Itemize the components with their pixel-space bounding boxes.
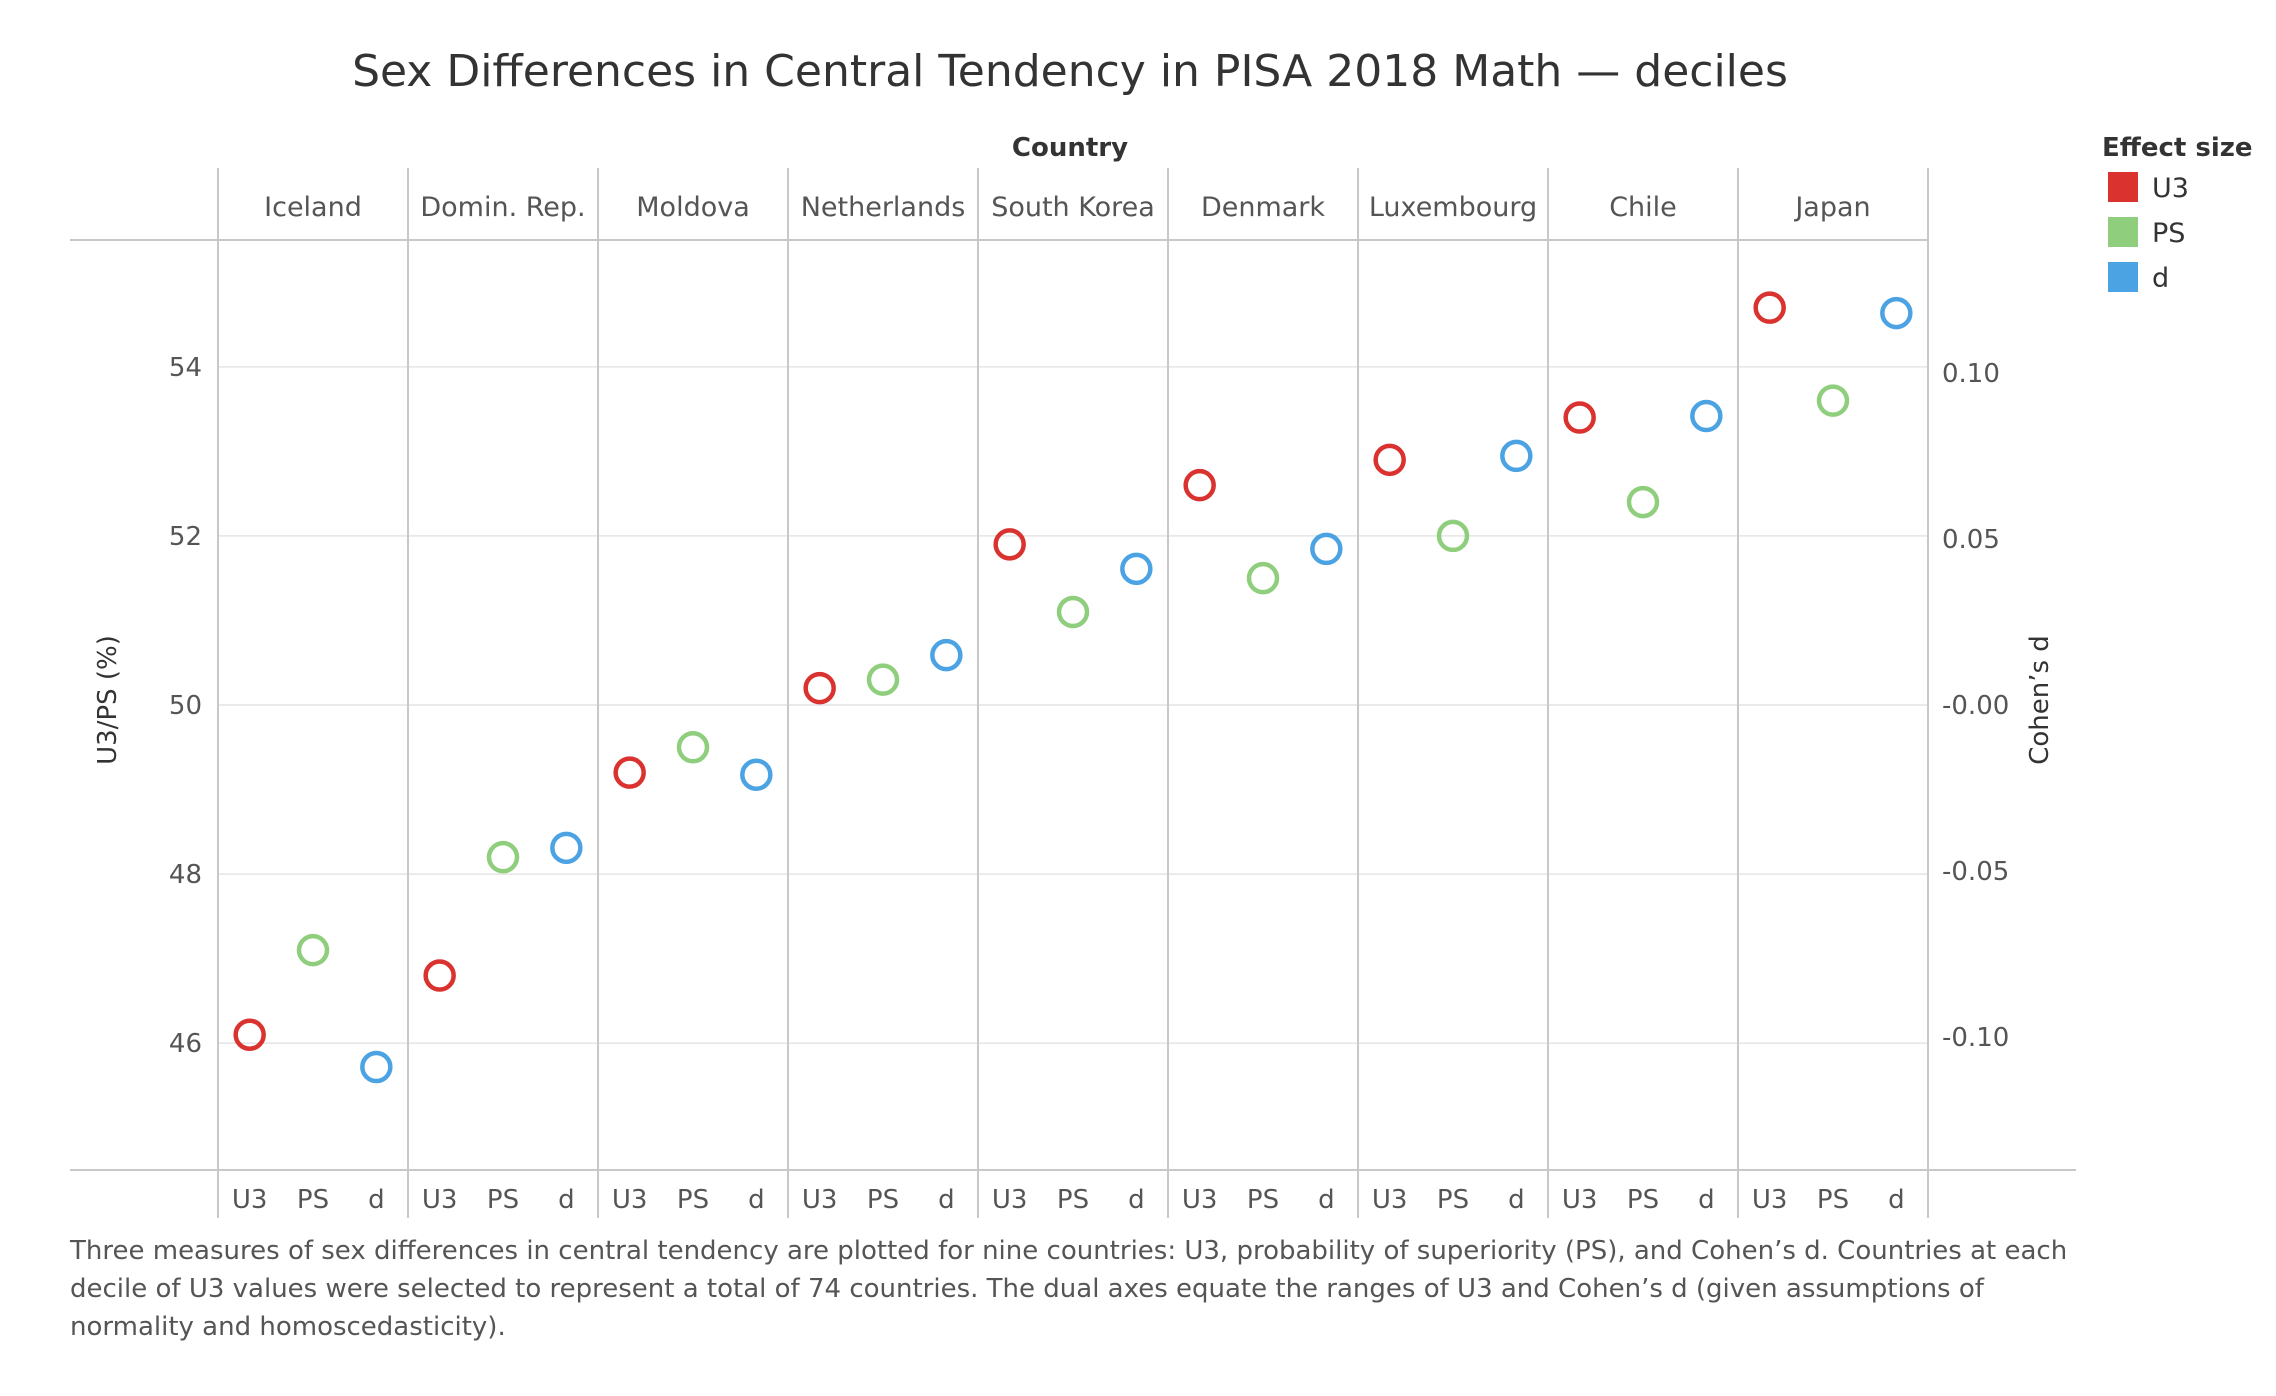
y-tick-left: 50: [169, 691, 202, 721]
data-point-d-japan: [1880, 296, 1913, 330]
x-tick-label: d: [1508, 1185, 1525, 1215]
x-tick-label: PS: [677, 1185, 709, 1215]
legend-swatch: [2108, 262, 2138, 292]
x-tick-label: PS: [867, 1185, 899, 1215]
x-tick-label: U3: [1752, 1185, 1788, 1215]
y-tick-left: 54: [169, 353, 202, 383]
x-tick-label: d: [1888, 1185, 1905, 1215]
x-tick-label: d: [1128, 1185, 1145, 1215]
y-tick-right: 0.05: [1942, 525, 2000, 555]
data-point-ps-netherlands: [866, 663, 900, 696]
y-tick-right: 0.10: [1942, 359, 2000, 389]
y-tick-left: 46: [169, 1029, 202, 1059]
x-tick-label: PS: [1627, 1185, 1659, 1215]
legend-title: Effect size: [2102, 133, 2253, 163]
legend-swatch: [2108, 217, 2138, 247]
data-point-d-netherlands: [930, 638, 963, 672]
data-point-u3-domin-rep-: [423, 959, 456, 992]
x-tick-label: U3: [1372, 1185, 1408, 1215]
data-point-u3-japan: [1753, 291, 1786, 324]
data-point-u3-netherlands: [803, 671, 836, 705]
data-point-d-luxembourg: [1500, 439, 1533, 473]
y-axis-right-label: Cohen’s d: [2025, 635, 2055, 765]
country-header: Iceland: [264, 192, 362, 223]
x-tick-label: PS: [1247, 1185, 1279, 1215]
data-point-d-chile: [1690, 399, 1723, 433]
data-point-ps-moldova: [676, 731, 710, 764]
data-point-ps-luxembourg: [1436, 519, 1470, 553]
legend-label: U3: [2152, 173, 2189, 204]
x-tick-label: PS: [297, 1185, 329, 1215]
data-point-u3-south-korea: [993, 528, 1026, 561]
x-tick-label: PS: [1817, 1185, 1849, 1215]
country-header: Luxembourg: [1369, 192, 1537, 223]
data-point-d-south-korea: [1120, 552, 1153, 586]
x-tick-label: d: [368, 1185, 385, 1215]
x-tick-label: U3: [992, 1185, 1028, 1215]
data-point-ps-chile: [1626, 485, 1660, 519]
legend-label: PS: [2152, 218, 2185, 249]
x-tick-label: U3: [1562, 1185, 1598, 1215]
x-tick-label: U3: [232, 1185, 268, 1215]
x-tick-label: d: [1318, 1185, 1335, 1215]
caption: Three measures of sex differences in cen…: [70, 1236, 2068, 1342]
country-header: Domin. Rep.: [420, 192, 585, 223]
x-tick-label: U3: [802, 1185, 838, 1215]
x-tick-label: PS: [487, 1185, 519, 1215]
data-point-d-iceland: [360, 1050, 393, 1084]
x-tick-label: PS: [1057, 1185, 1089, 1215]
x-tick-label: PS: [1437, 1185, 1469, 1215]
data-point-d-moldova: [740, 758, 773, 791]
column-header: Country: [1012, 133, 1128, 163]
points-layer: [233, 291, 1913, 1084]
y-tick-left: 52: [169, 522, 202, 552]
legend-label: d: [2152, 263, 2169, 294]
y-tick-right: -0.10: [1942, 1023, 2009, 1053]
country-header: Netherlands: [801, 192, 966, 223]
y-tick-right: -0.05: [1942, 857, 2009, 887]
data-point-u3-luxembourg: [1373, 443, 1406, 477]
country-header: Japan: [1793, 192, 1870, 223]
x-tick-label: U3: [1182, 1185, 1218, 1215]
data-point-u3-chile: [1563, 401, 1596, 434]
x-tick-label: U3: [612, 1185, 648, 1215]
x-tick-label: d: [748, 1185, 765, 1215]
x-tick-label: d: [938, 1185, 955, 1215]
data-point-d-denmark: [1310, 532, 1343, 566]
y-tick-right: -0.00: [1942, 691, 2009, 721]
data-point-ps-denmark: [1246, 561, 1280, 595]
country-header: Moldova: [636, 192, 750, 223]
data-point-d-domin-rep-: [550, 831, 583, 865]
data-point-ps-iceland: [296, 933, 330, 967]
data-point-ps-domin-rep-: [486, 840, 520, 874]
x-tick-label: d: [1698, 1185, 1715, 1215]
data-point-ps-japan: [1816, 384, 1850, 417]
x-tick-label: U3: [422, 1185, 458, 1215]
legend: Effect size U3 PS d: [2102, 133, 2253, 294]
data-point-u3-iceland: [233, 1018, 266, 1051]
y-tick-left: 48: [169, 860, 202, 890]
country-header: Chile: [1609, 192, 1677, 223]
country-header: Denmark: [1201, 192, 1325, 223]
grid-layer: [218, 366, 1928, 1044]
country-header: South Korea: [991, 192, 1155, 223]
data-point-u3-denmark: [1183, 468, 1216, 502]
data-point-u3-moldova: [613, 756, 646, 789]
x-tick-label: d: [558, 1185, 575, 1215]
legend-swatch: [2108, 172, 2138, 202]
chart-title: Sex Differences in Central Tendency in P…: [352, 46, 1788, 97]
y-axis-left-label: U3/PS (%): [93, 635, 123, 765]
data-point-ps-south-korea: [1056, 595, 1090, 629]
axis-layer: Iceland U3 PS d Domin. Rep. U3 PS d Moldova U3 PS d…: [70, 168, 2076, 1218]
